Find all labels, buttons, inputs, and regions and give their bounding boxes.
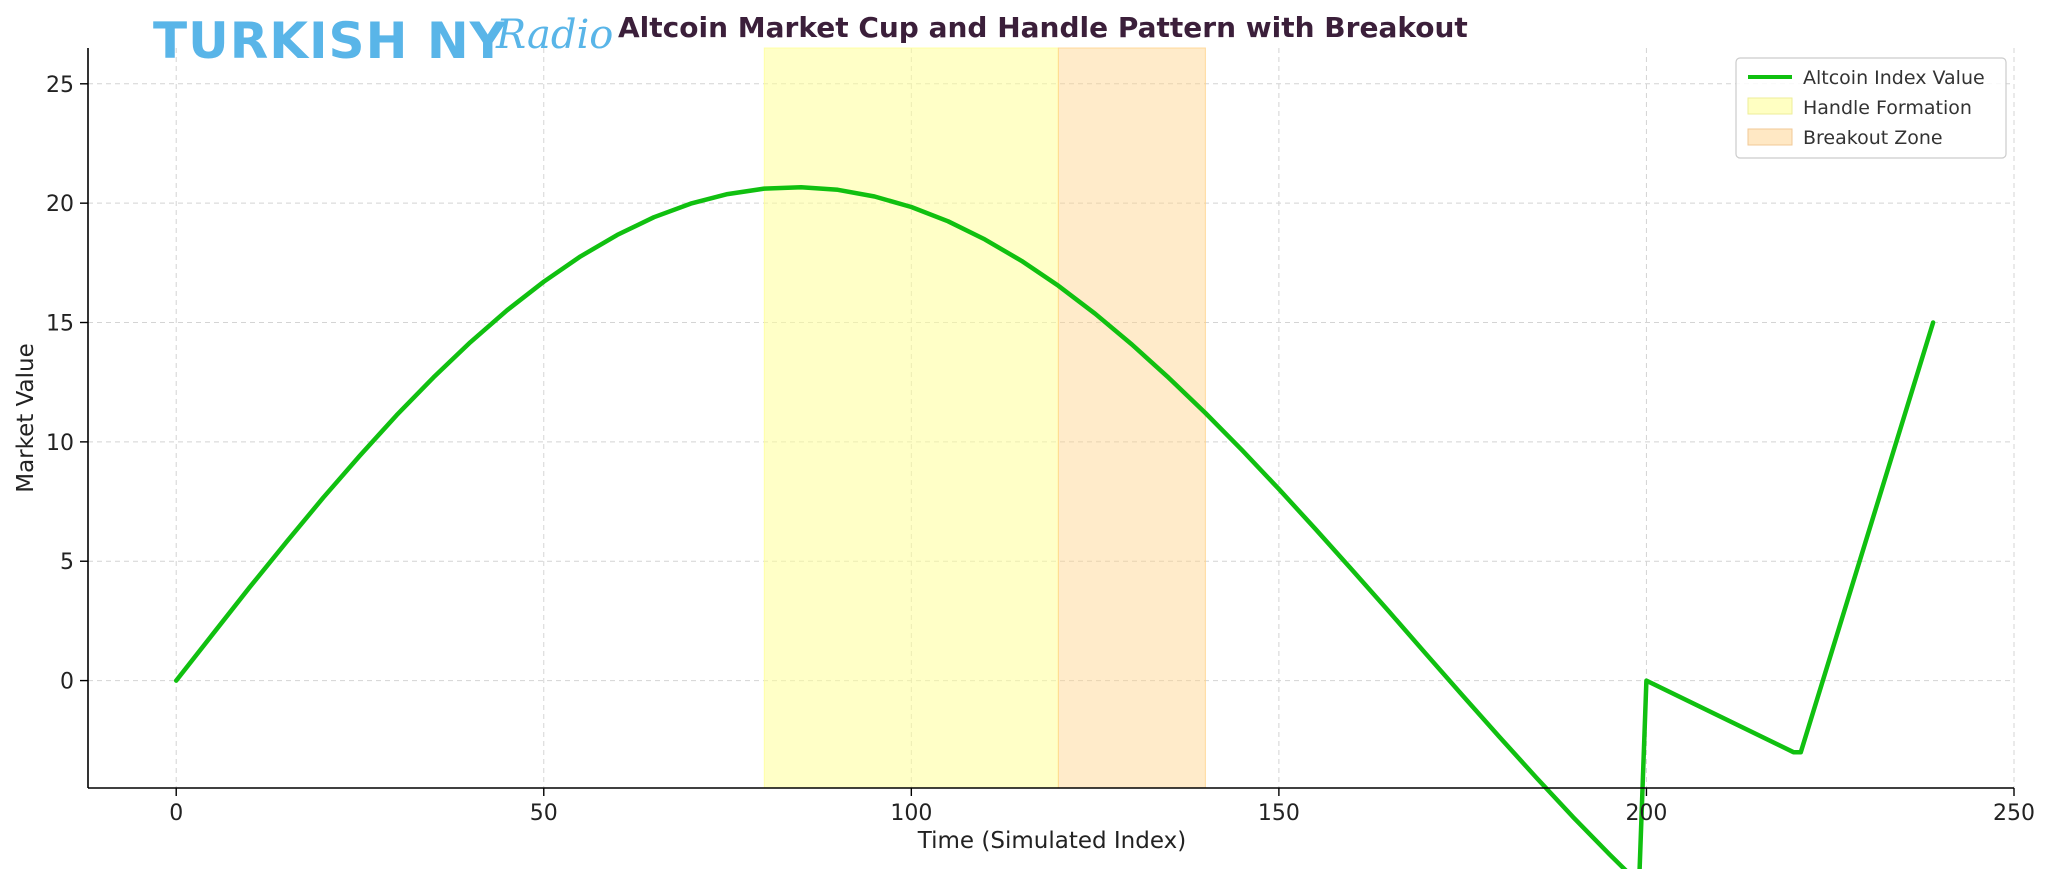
- x-tick-label: 200: [1625, 801, 1667, 826]
- legend-label-breakout: Breakout Zone: [1803, 127, 1943, 149]
- x-axis-label: Time (Simulated Index): [917, 828, 1186, 854]
- y-tick-label: 20: [46, 192, 74, 217]
- legend-swatch-breakout: [1747, 128, 1793, 146]
- legend: Altcoin Index Value Handle Formation Bre…: [1735, 57, 2007, 159]
- breakout-zone-region: [1057, 47, 1206, 789]
- x-tick-label: 250: [1993, 801, 2035, 826]
- x-tick-label: 100: [890, 801, 932, 826]
- y-tick-label: 15: [46, 312, 74, 337]
- chart-title: Altcoin Market Cup and Handle Pattern wi…: [618, 11, 1468, 44]
- shaded-regions: [763, 47, 1206, 789]
- legend-label-handle: Handle Formation: [1803, 97, 1972, 119]
- y-tick-label: 5: [60, 550, 74, 575]
- x-tick-label: 50: [530, 801, 558, 826]
- brand-logo: TURKISH NY Radio: [153, 12, 613, 70]
- y-tick-label: 0: [60, 670, 74, 695]
- x-tick-label: 0: [169, 801, 183, 826]
- series-lines: [173, 184, 1936, 869]
- handle-formation-region: [763, 47, 1059, 789]
- y-tick-label: 25: [46, 73, 74, 98]
- legend-label-index: Altcoin Index Value: [1803, 67, 1985, 89]
- x-tick-label: 150: [1258, 801, 1300, 826]
- tick-labels: 0 50 100 150 200 250 0 5 10 15 20 25: [46, 73, 2035, 826]
- axes: [87, 48, 2014, 789]
- series-line-altcoin-index: [173, 184, 1936, 869]
- logo-script-text: Radio: [495, 12, 613, 58]
- legend-swatch-handle: [1747, 97, 1793, 115]
- logo-main-text: TURKISH NY: [153, 12, 507, 70]
- y-axis-label: Market Value: [13, 343, 39, 493]
- y-tick-label: 10: [46, 431, 74, 456]
- legend-box: [1735, 57, 2007, 159]
